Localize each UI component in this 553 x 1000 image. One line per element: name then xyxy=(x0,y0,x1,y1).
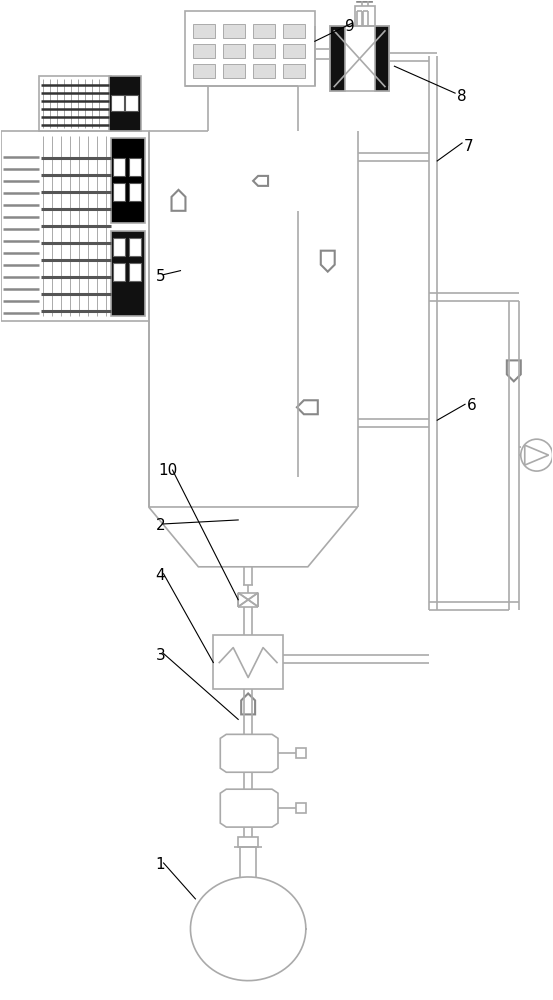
Bar xyxy=(129,238,140,256)
Bar xyxy=(111,231,145,316)
Bar xyxy=(296,803,306,813)
Text: 1: 1 xyxy=(155,857,165,872)
Polygon shape xyxy=(358,0,372,1)
Bar xyxy=(374,26,389,91)
Polygon shape xyxy=(507,360,521,381)
Text: 7: 7 xyxy=(464,139,474,154)
Bar xyxy=(330,26,389,91)
Text: 3: 3 xyxy=(155,648,165,663)
Bar xyxy=(194,64,215,78)
Bar xyxy=(185,11,315,86)
Bar xyxy=(194,24,215,38)
Bar xyxy=(113,183,125,201)
Polygon shape xyxy=(241,693,255,714)
Bar xyxy=(283,44,305,58)
Bar xyxy=(109,76,140,131)
Polygon shape xyxy=(238,593,248,607)
Bar xyxy=(113,158,125,176)
Text: 2: 2 xyxy=(155,518,165,533)
Bar xyxy=(113,238,125,256)
Bar xyxy=(194,44,215,58)
Bar xyxy=(111,138,145,223)
Bar xyxy=(238,837,258,847)
Bar xyxy=(296,748,306,758)
Bar xyxy=(354,6,374,26)
Bar xyxy=(111,95,124,111)
Bar xyxy=(253,44,275,58)
Text: 5: 5 xyxy=(155,269,165,284)
Circle shape xyxy=(521,439,552,471)
Text: 8: 8 xyxy=(457,89,467,104)
Text: 10: 10 xyxy=(159,463,178,478)
Polygon shape xyxy=(321,251,335,272)
Bar xyxy=(125,95,138,111)
Bar xyxy=(283,64,305,78)
Bar xyxy=(253,64,275,78)
Polygon shape xyxy=(171,190,185,211)
Bar xyxy=(223,64,245,78)
Bar xyxy=(223,24,245,38)
Polygon shape xyxy=(253,176,268,186)
Bar xyxy=(213,635,283,689)
Bar xyxy=(129,263,140,281)
Bar xyxy=(129,158,140,176)
Bar xyxy=(2,131,149,320)
Bar xyxy=(113,263,125,281)
Text: 9: 9 xyxy=(345,19,354,34)
Bar xyxy=(39,76,111,131)
Bar xyxy=(253,24,275,38)
Text: 4: 4 xyxy=(155,568,165,583)
Bar xyxy=(283,24,305,38)
Polygon shape xyxy=(248,593,258,607)
Polygon shape xyxy=(297,400,318,414)
Text: 6: 6 xyxy=(467,398,477,413)
Bar xyxy=(129,183,140,201)
Bar xyxy=(223,44,245,58)
Bar xyxy=(330,26,345,91)
